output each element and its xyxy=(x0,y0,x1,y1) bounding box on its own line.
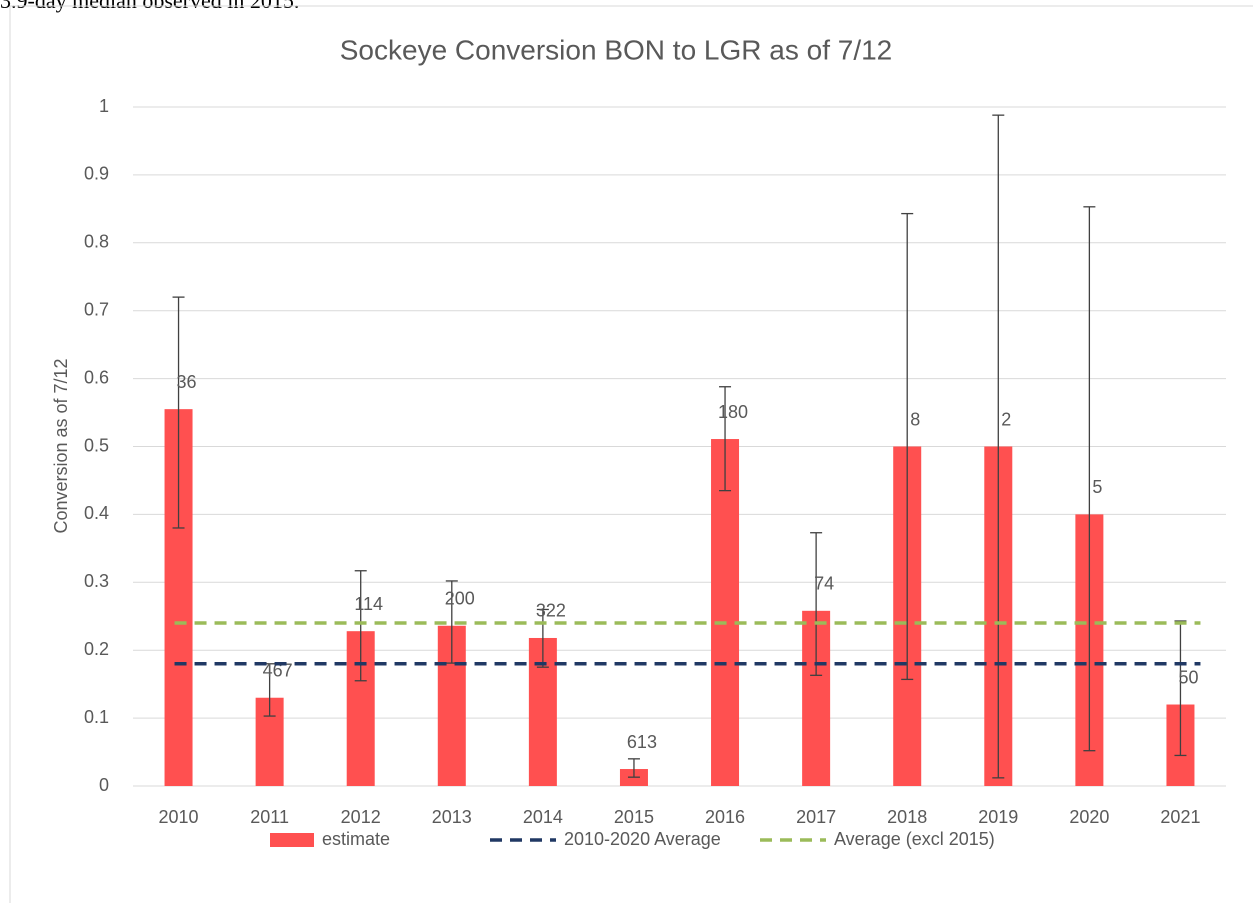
data-label: 200 xyxy=(445,589,475,609)
x-tick-label: 2021 xyxy=(1160,807,1200,827)
x-tick-label: 2018 xyxy=(887,807,927,827)
y-tick-label: 0.9 xyxy=(84,164,109,184)
x-tick-label: 2019 xyxy=(978,807,1018,827)
data-label: 74 xyxy=(814,574,834,594)
legend-label: 2010-2020 Average xyxy=(564,829,721,849)
y-tick-label: 0.7 xyxy=(84,299,109,319)
x-tick-label: 2016 xyxy=(705,807,745,827)
legend-swatch xyxy=(270,833,314,847)
data-label: 5 xyxy=(1092,477,1102,497)
data-label: 50 xyxy=(1178,667,1198,687)
data-label: 8 xyxy=(910,409,920,429)
data-label: 2 xyxy=(1001,409,1011,429)
data-label: 180 xyxy=(718,402,748,422)
y-tick-label: 0.6 xyxy=(84,367,109,387)
legend-label: Average (excl 2015) xyxy=(834,829,995,849)
y-tick-label: 1 xyxy=(99,96,109,116)
x-tick-label: 2012 xyxy=(341,807,381,827)
x-tick-label: 2015 xyxy=(614,807,654,827)
x-tick-label: 2017 xyxy=(796,807,836,827)
chart-border xyxy=(9,5,1253,903)
y-tick-label: 0 xyxy=(99,775,109,795)
x-tick-label: 2020 xyxy=(1069,807,1109,827)
x-tick-label: 2010 xyxy=(159,807,199,827)
y-axis-label: Conversion as of 7/12 xyxy=(51,358,71,533)
bar xyxy=(711,439,740,786)
y-tick-label: 0.3 xyxy=(84,571,109,591)
data-label: 36 xyxy=(177,372,197,392)
y-tick-label: 0.1 xyxy=(84,707,109,727)
y-tick-label: 0.2 xyxy=(84,639,109,659)
data-label: 613 xyxy=(627,732,657,752)
x-tick-label: 2014 xyxy=(523,807,563,827)
legend-label: estimate xyxy=(322,829,390,849)
y-tick-label: 0.4 xyxy=(84,503,109,523)
y-tick-label: 0.8 xyxy=(84,232,109,252)
y-tick-label: 0.5 xyxy=(84,435,109,455)
chart-title: Sockeye Conversion BON to LGR as of 7/12 xyxy=(340,34,893,65)
data-label: 322 xyxy=(536,601,566,621)
x-tick-label: 2011 xyxy=(250,807,289,827)
data-label: 114 xyxy=(354,594,383,614)
x-tick-label: 2013 xyxy=(432,807,472,827)
